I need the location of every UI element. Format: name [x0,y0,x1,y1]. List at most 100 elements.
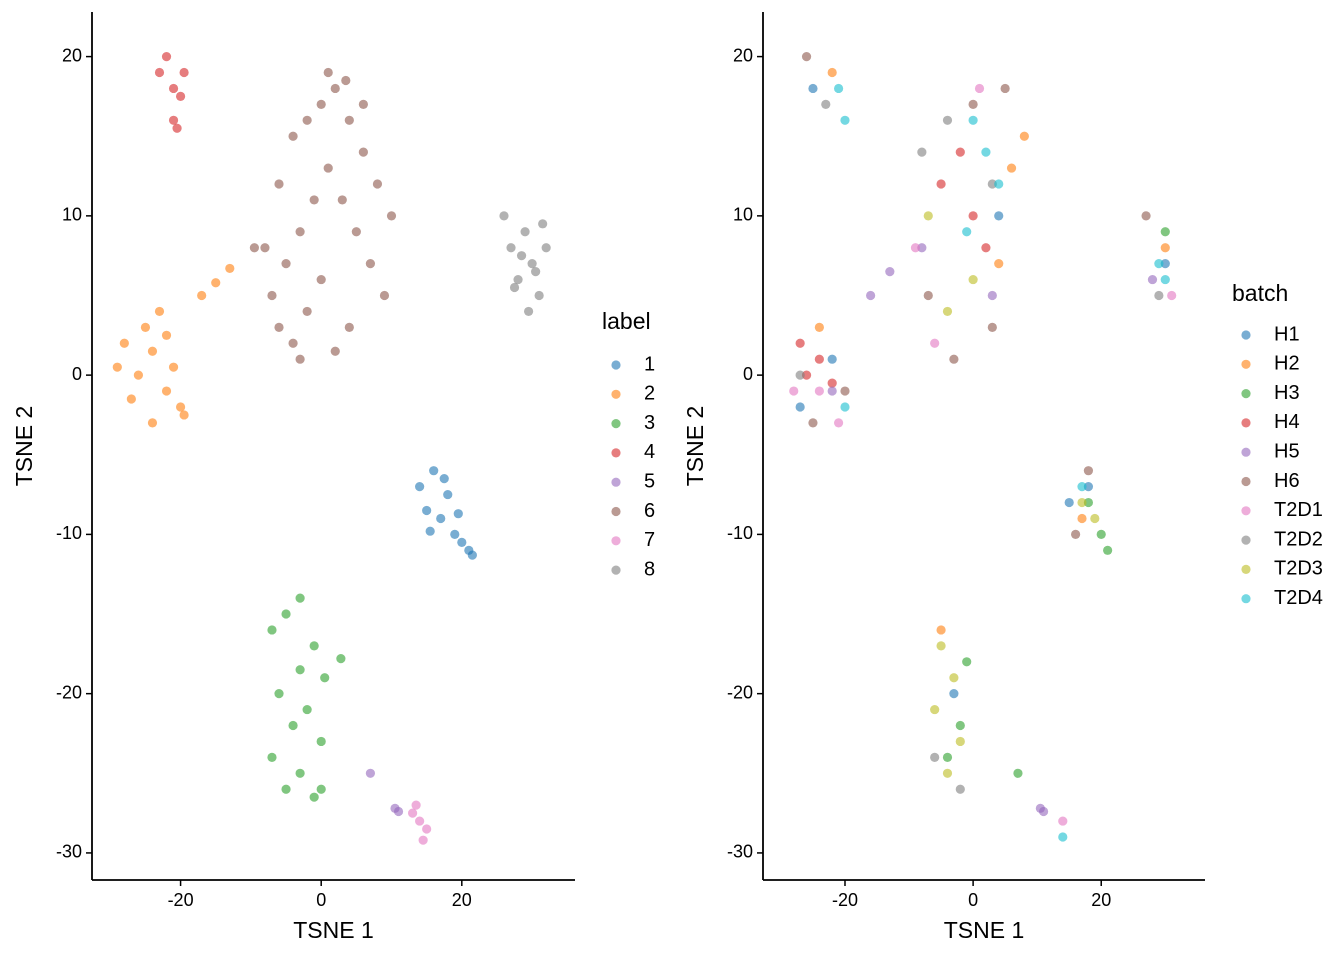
point [140,322,151,332]
point [1077,513,1087,524]
point [840,115,850,125]
point [917,243,927,253]
point [316,736,326,747]
point [443,489,453,500]
point [1147,274,1158,285]
y-tick-label: 10 [733,205,753,225]
point [225,263,235,274]
point [168,83,179,94]
x-tick-label: 20 [1091,890,1111,910]
point [1154,290,1164,301]
point [936,641,946,651]
legend-swatch [1241,389,1251,399]
point [808,418,818,428]
point [336,654,346,664]
point [1083,482,1094,492]
point [267,290,277,301]
point [281,784,291,794]
legend-label: H6 [1274,470,1300,492]
point [949,354,959,364]
point [1077,497,1087,508]
point [531,267,541,277]
point [411,800,421,810]
x-tick-label: 20 [452,890,472,910]
legend-swatch [611,448,621,458]
point [541,243,551,253]
point [962,227,972,237]
legend-swatch [1241,418,1251,428]
point [827,354,837,364]
legend-label: T2D1 [1274,499,1323,521]
point [147,418,158,428]
point [344,322,354,332]
legend-label: H3 [1274,382,1300,404]
point [467,550,477,560]
point [866,290,876,301]
point [320,673,330,683]
legend-swatch [611,536,621,546]
point [379,290,390,301]
point [330,83,340,94]
y-axis-label: TSNE 2 [682,406,708,487]
point [885,267,895,277]
point [1006,163,1017,173]
point [1167,290,1177,301]
x-tick-label: 0 [316,890,326,910]
point [179,67,189,78]
point [249,243,260,253]
point [457,537,467,547]
point [1154,259,1164,269]
point [1000,83,1010,94]
point [1160,274,1170,285]
legend-label: H4 [1274,411,1300,433]
point [962,657,972,667]
y-axis-label: TSNE 2 [11,406,37,487]
point [161,330,172,340]
point [281,609,291,619]
legend-label: H1 [1274,323,1300,345]
point [917,147,927,157]
point [942,306,953,317]
point [801,51,812,62]
point [119,338,129,348]
point [523,306,534,317]
point [422,505,432,516]
point [323,67,333,78]
legend-swatch [611,565,621,575]
point [955,720,965,731]
point [987,322,997,332]
legend-swatch [1241,594,1251,604]
point [527,259,537,269]
point [302,704,312,715]
legend-label: T2D2 [1274,528,1323,550]
point [516,251,527,261]
point [172,123,182,133]
point [994,179,1004,189]
point [974,83,985,94]
legend-label: 8 [644,558,655,580]
point [814,386,824,396]
point [386,211,397,221]
point [981,243,991,253]
point [295,665,305,675]
point [197,290,207,301]
point [274,322,284,332]
point [499,211,509,221]
point [288,338,298,348]
point [309,195,319,205]
point [161,51,172,62]
point [955,784,965,794]
point [316,784,326,794]
point [175,91,186,102]
point [1160,259,1170,269]
point [923,290,933,301]
point [274,179,284,189]
point [450,529,460,539]
point [930,704,940,715]
point [351,227,361,237]
point [179,410,189,420]
point [923,211,933,221]
y-tick-label: -10 [727,523,753,543]
legend-swatch [1241,476,1251,487]
